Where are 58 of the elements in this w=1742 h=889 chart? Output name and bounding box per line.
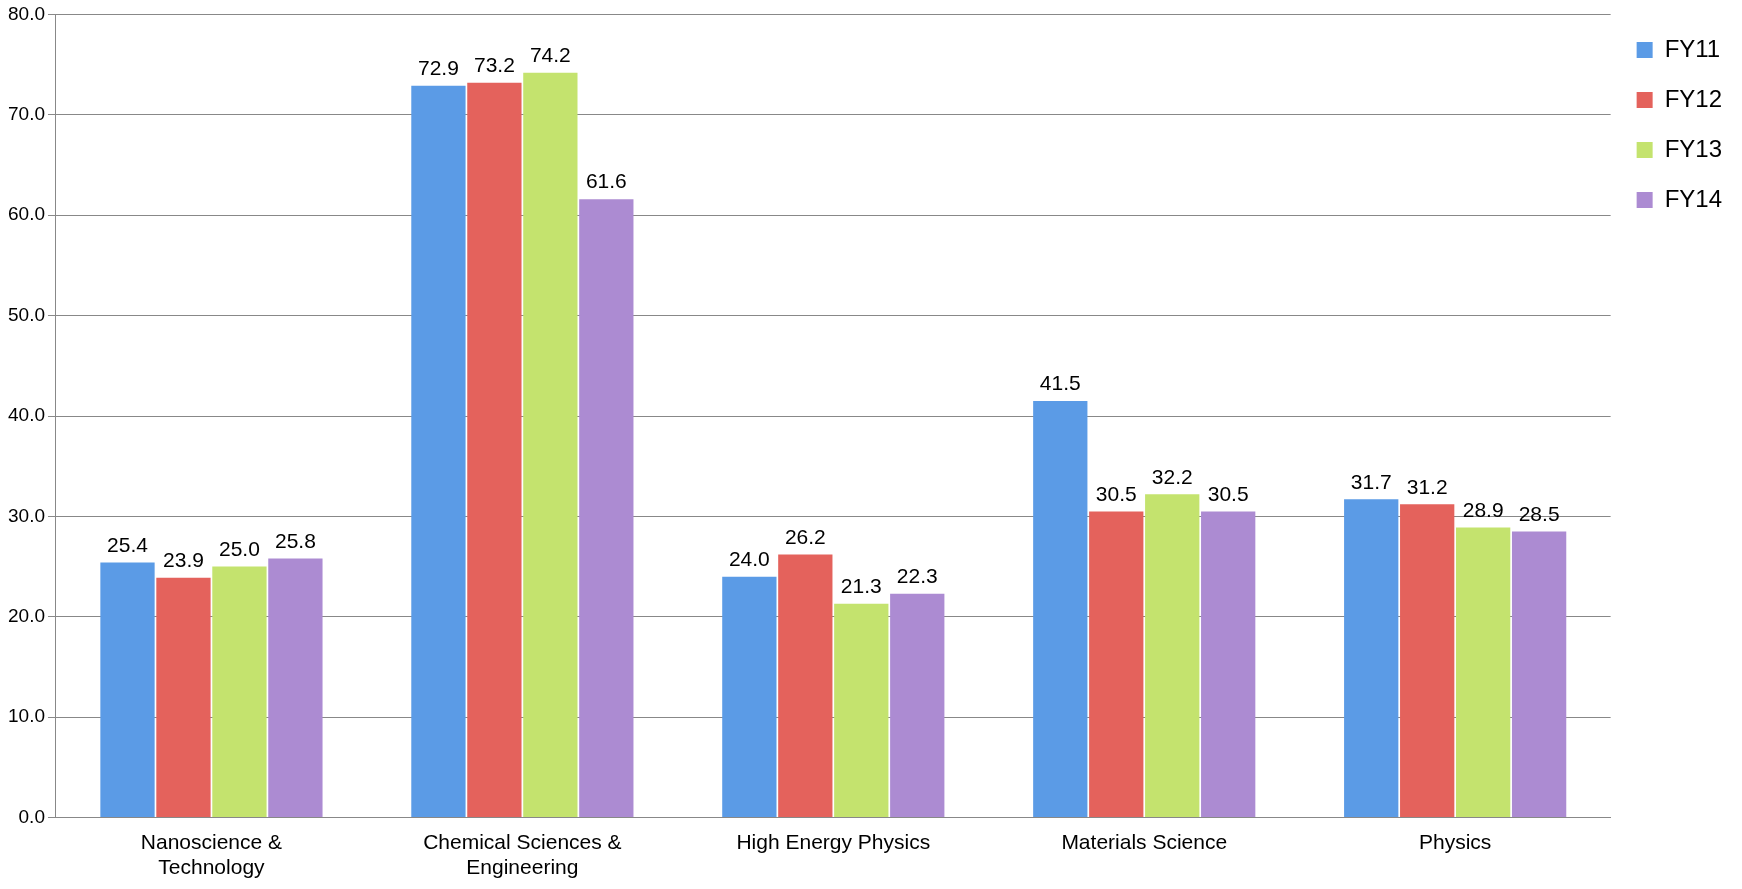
data-label: 32.2 — [1151, 464, 1193, 488]
data-label: 28.9 — [1462, 497, 1504, 521]
data-label: 73.2 — [473, 52, 515, 76]
data-label: 31.7 — [1350, 469, 1392, 493]
legend-label: FY13 — [1664, 134, 1723, 162]
y-tick-label: 10.0 — [8, 705, 45, 727]
bar — [100, 562, 155, 818]
data-label: 23.9 — [163, 547, 204, 571]
data-label: 41.5 — [1039, 371, 1081, 395]
data-label: 25.0 — [218, 536, 260, 560]
bar — [467, 82, 522, 818]
x-tick-label: Nanoscience & Technology — [140, 830, 283, 879]
bar — [1511, 531, 1567, 818]
y-tick-label: 50.0 — [8, 303, 45, 325]
bar — [1344, 499, 1399, 818]
bar — [890, 593, 945, 818]
bar — [778, 554, 833, 818]
y-tick-label: 60.0 — [8, 203, 45, 225]
bar — [1456, 527, 1511, 818]
bar — [834, 603, 889, 818]
data-label: 30.5 — [1095, 481, 1137, 505]
bar — [268, 558, 323, 818]
data-label: 21.3 — [840, 574, 882, 598]
bar — [579, 199, 634, 818]
data-label: 24.0 — [728, 546, 770, 570]
y-tick-label: 0.0 — [18, 805, 45, 827]
x-tick-label: Physics — [1418, 830, 1492, 853]
legend-label: FY11 — [1664, 34, 1721, 62]
legend-label: FY12 — [1664, 84, 1723, 112]
bar — [1145, 494, 1200, 818]
bar — [523, 72, 578, 818]
data-label: 31.2 — [1406, 474, 1448, 498]
data-label: 72.9 — [417, 55, 459, 79]
bar — [722, 576, 777, 818]
x-tick-label: High Energy Physics — [736, 830, 931, 853]
bar — [212, 566, 267, 818]
bar — [1201, 511, 1256, 818]
x-tick-label: Materials Science — [1061, 830, 1228, 853]
bar — [411, 85, 466, 818]
y-tick-label: 30.0 — [8, 504, 45, 526]
legend-label: FY14 — [1664, 184, 1723, 212]
data-label: 28.5 — [1518, 501, 1560, 525]
bar — [156, 577, 211, 818]
y-tick-label: 80.0 — [8, 2, 45, 24]
bar — [1400, 504, 1455, 818]
bar — [1033, 400, 1088, 818]
data-label: 25.8 — [274, 528, 316, 552]
data-label: 61.6 — [585, 169, 627, 193]
y-tick-label: 20.0 — [8, 605, 45, 627]
y-tick-label: 40.0 — [8, 404, 45, 426]
data-label: 25.4 — [107, 532, 149, 556]
data-label: 26.2 — [784, 524, 826, 548]
data-label: 74.2 — [529, 42, 571, 66]
data-label: 22.3 — [896, 564, 938, 587]
bar — [1089, 511, 1144, 818]
y-tick-label: 70.0 — [8, 103, 45, 125]
x-tick-label: Chemical Sciences & Engineering — [423, 830, 622, 879]
data-label: 30.5 — [1207, 481, 1249, 505]
